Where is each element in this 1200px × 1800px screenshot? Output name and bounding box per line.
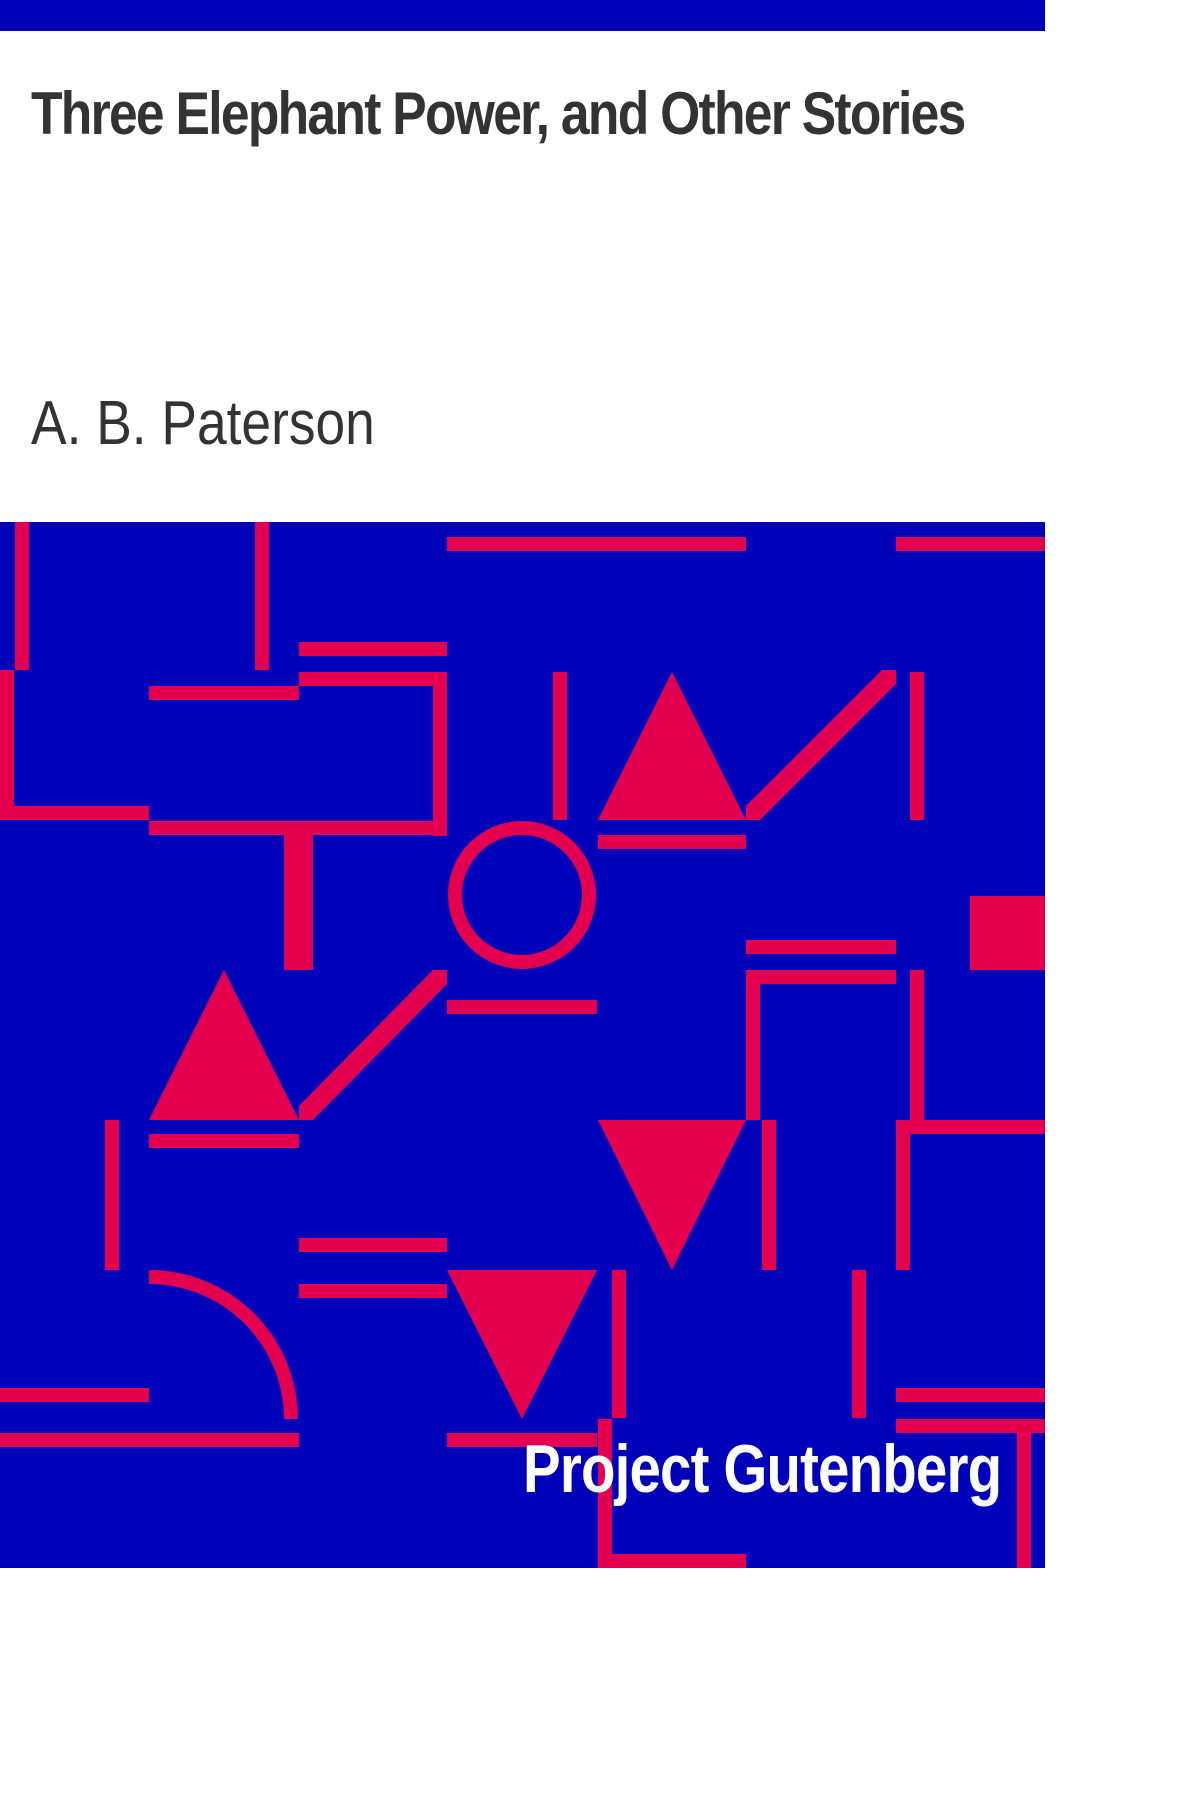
art-bar	[0, 1433, 299, 1447]
art-bar	[149, 821, 447, 835]
art-bar	[896, 1419, 1045, 1433]
art-bar	[612, 1270, 626, 1418]
art-triangle	[447, 1270, 597, 1419]
art-bar	[598, 1419, 612, 1568]
art-bar	[910, 970, 924, 1120]
art-bar	[0, 1388, 149, 1402]
art-shapes	[0, 522, 1045, 1568]
book-title: Three Elephant Power, and Other Stories	[31, 80, 966, 147]
art-triangle	[598, 672, 746, 820]
art-bar	[896, 1388, 1045, 1402]
art-bar	[105, 1120, 119, 1270]
art-bar	[0, 670, 14, 820]
art-bar	[299, 1238, 447, 1252]
top-color-bar	[0, 0, 1045, 31]
art-bar	[896, 537, 1045, 551]
art-triangle	[149, 970, 299, 1120]
art-bar	[447, 537, 746, 551]
art-diagonal	[746, 670, 896, 820]
art-bar	[896, 1120, 910, 1270]
art-bar	[284, 835, 313, 970]
art-bar	[447, 1000, 597, 1014]
art-bar	[852, 1270, 866, 1418]
art-bar	[910, 672, 924, 820]
publisher-name: Project Gutenberg	[523, 1431, 1002, 1507]
art-bar	[255, 522, 269, 670]
art-bar	[746, 940, 896, 954]
art-bar	[447, 1433, 597, 1447]
art-bar	[15, 522, 29, 670]
art-bar	[762, 1120, 776, 1270]
art-ring	[448, 821, 596, 969]
art-bar	[0, 806, 149, 820]
art-bar	[598, 1554, 746, 1568]
art-bar	[1017, 1433, 1031, 1568]
book-author: A. B. Paterson	[31, 389, 375, 458]
art-bar	[149, 1134, 299, 1148]
art-bar	[299, 1284, 447, 1298]
art-diagonal	[299, 970, 447, 1120]
art-bar	[896, 1120, 1045, 1134]
art-block	[970, 896, 1045, 970]
art-bar	[299, 672, 447, 686]
art-bar	[433, 672, 447, 836]
art-bar	[553, 672, 567, 820]
art-triangle	[598, 1120, 746, 1270]
art-arc	[148, 1270, 298, 1420]
art-bar	[299, 642, 447, 656]
art-bar	[746, 970, 760, 1120]
art-bar	[746, 970, 896, 984]
art-bar	[149, 686, 299, 700]
art-bar	[598, 835, 746, 849]
cover-art-pattern	[0, 522, 1045, 1568]
